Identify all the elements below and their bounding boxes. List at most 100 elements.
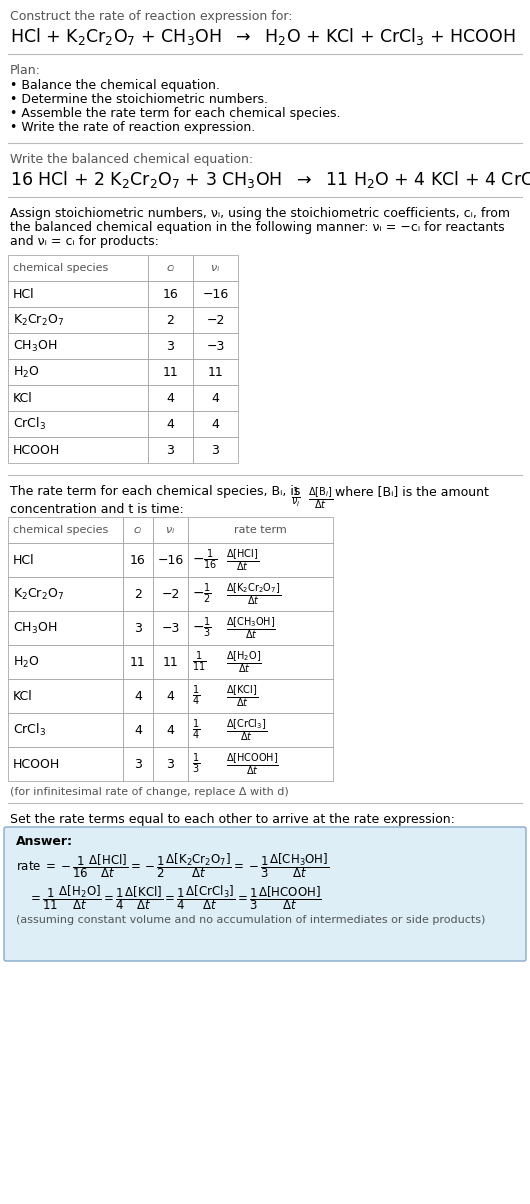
Text: 4: 4 [211, 391, 219, 405]
Text: 16: 16 [163, 288, 179, 301]
Bar [8, 437, 148, 464]
Bar [123, 679, 153, 713]
Bar [188, 713, 333, 746]
Text: $\frac{1}{3}$: $\frac{1}{3}$ [192, 751, 200, 777]
Text: $-\frac{1}{2}$: $-\frac{1}{2}$ [192, 582, 212, 606]
Text: HCOOH: HCOOH [13, 443, 60, 456]
Text: $\frac{\Delta[\mathrm{HCOOH}]}{\Delta t}$: $\frac{\Delta[\mathrm{HCOOH}]}{\Delta t}… [226, 751, 279, 777]
Bar [8, 610, 123, 645]
Bar [193, 334, 238, 359]
Text: $-\frac{1}{16}$: $-\frac{1}{16}$ [192, 548, 218, 572]
Bar [193, 411, 238, 437]
Text: −3: −3 [206, 340, 225, 353]
Text: 11: 11 [163, 366, 179, 378]
Text: 4: 4 [134, 724, 142, 737]
Text: 16: 16 [130, 554, 146, 567]
Text: 3: 3 [166, 757, 174, 771]
Text: HCl: HCl [13, 288, 34, 301]
Bar [153, 610, 188, 645]
Text: KCl: KCl [13, 690, 33, 702]
Text: $\frac{\Delta[\mathrm{K_2Cr_2O_7}]}{\Delta t}$: $\frac{\Delta[\mathrm{K_2Cr_2O_7}]}{\Del… [226, 582, 281, 607]
Text: K$_2$Cr$_2$O$_7$: K$_2$Cr$_2$O$_7$ [13, 313, 64, 327]
Text: −16: −16 [202, 288, 228, 301]
Text: $\frac{1}{\nu_i}$: $\frac{1}{\nu_i}$ [291, 485, 301, 509]
Bar [8, 746, 123, 781]
Text: Set the rate terms equal to each other to arrive at the rate expression:: Set the rate terms equal to each other t… [10, 813, 455, 826]
Bar [188, 679, 333, 713]
Text: where [Bᵢ] is the amount: where [Bᵢ] is the amount [335, 485, 489, 498]
Bar [193, 281, 238, 307]
Text: 3: 3 [134, 621, 142, 635]
Text: chemical species: chemical species [13, 525, 108, 535]
Text: 3: 3 [166, 443, 174, 456]
Text: 4: 4 [211, 418, 219, 431]
Bar [188, 645, 333, 679]
Text: $\frac{\Delta[\mathrm{B}_i]}{\Delta t}$: $\frac{\Delta[\mathrm{B}_i]}{\Delta t}$ [308, 485, 333, 510]
Text: Construct the rate of reaction expression for:: Construct the rate of reaction expressio… [10, 10, 293, 23]
Text: $\frac{\Delta[\mathrm{CrCl_3}]}{\Delta t}$: $\frac{\Delta[\mathrm{CrCl_3}]}{\Delta t… [226, 718, 267, 743]
Text: 3: 3 [134, 757, 142, 771]
Bar [188, 577, 333, 610]
Bar [153, 679, 188, 713]
Text: HCOOH: HCOOH [13, 757, 60, 771]
Bar [193, 437, 238, 464]
Bar [188, 543, 333, 577]
Bar [8, 577, 123, 610]
Bar [148, 334, 193, 359]
Text: cᵢ: cᵢ [134, 525, 142, 535]
Bar [148, 385, 193, 411]
Text: νᵢ: νᵢ [211, 262, 219, 273]
Text: $\frac{1}{4}$: $\frac{1}{4}$ [192, 718, 200, 742]
Bar [8, 517, 123, 543]
Text: $\frac{\Delta[\mathrm{H_2O}]}{\Delta t}$: $\frac{\Delta[\mathrm{H_2O}]}{\Delta t}$ [226, 649, 262, 675]
Bar [148, 307, 193, 334]
Text: $\frac{1}{11}$: $\frac{1}{11}$ [192, 650, 206, 674]
Bar [148, 281, 193, 307]
Text: The rate term for each chemical species, Bᵢ, is: The rate term for each chemical species,… [10, 485, 301, 498]
Text: 4: 4 [166, 690, 174, 702]
Bar [8, 411, 148, 437]
FancyBboxPatch shape [4, 827, 526, 961]
Text: Assign stoichiometric numbers, νᵢ, using the stoichiometric coefficients, cᵢ, fr: Assign stoichiometric numbers, νᵢ, using… [10, 207, 510, 220]
Bar [188, 746, 333, 781]
Text: Plan:: Plan: [10, 64, 41, 77]
Bar [153, 746, 188, 781]
Text: (for infinitesimal rate of change, replace Δ with d): (for infinitesimal rate of change, repla… [10, 787, 289, 797]
Bar [193, 255, 238, 281]
Text: 11: 11 [130, 655, 146, 668]
Text: Write the balanced chemical equation:: Write the balanced chemical equation: [10, 153, 253, 166]
Text: • Determine the stoichiometric numbers.: • Determine the stoichiometric numbers. [10, 93, 268, 106]
Text: 4: 4 [166, 418, 174, 431]
Text: and νᵢ = cᵢ for products:: and νᵢ = cᵢ for products: [10, 235, 159, 248]
Bar [123, 610, 153, 645]
Text: CH$_3$OH: CH$_3$OH [13, 338, 57, 354]
Bar [148, 411, 193, 437]
Text: $\frac{\Delta[\mathrm{CH_3OH}]}{\Delta t}$: $\frac{\Delta[\mathrm{CH_3OH}]}{\Delta t… [226, 615, 276, 641]
Bar [193, 307, 238, 334]
Text: concentration and t is time:: concentration and t is time: [10, 503, 184, 517]
Bar [148, 255, 193, 281]
Text: $\frac{1}{4}$: $\frac{1}{4}$ [192, 684, 200, 708]
Bar [148, 437, 193, 464]
Bar [153, 713, 188, 746]
Bar [193, 385, 238, 411]
Bar [8, 307, 148, 334]
Text: • Write the rate of reaction expression.: • Write the rate of reaction expression. [10, 120, 255, 134]
Text: CrCl$_3$: CrCl$_3$ [13, 415, 46, 432]
Text: • Assemble the rate term for each chemical species.: • Assemble the rate term for each chemic… [10, 107, 340, 120]
Text: rate $= -\dfrac{1}{16}\dfrac{\Delta[\mathrm{HCl}]}{\Delta t} = -\dfrac{1}{2}\dfr: rate $= -\dfrac{1}{16}\dfrac{\Delta[\mat… [16, 851, 329, 880]
Text: rate term: rate term [234, 525, 287, 535]
Bar [8, 679, 123, 713]
Text: KCl: KCl [13, 391, 33, 405]
Text: K$_2$Cr$_2$O$_7$: K$_2$Cr$_2$O$_7$ [13, 586, 64, 602]
Text: 16 HCl + 2 K$_2$Cr$_2$O$_7$ + 3 CH$_3$OH  $\rightarrow$  11 H$_2$O + 4 KCl + 4 C: 16 HCl + 2 K$_2$Cr$_2$O$_7$ + 3 CH$_3$OH… [10, 169, 530, 190]
Text: • Balance the chemical equation.: • Balance the chemical equation. [10, 79, 220, 92]
Bar [193, 359, 238, 385]
Text: $\frac{\Delta[\mathrm{KCl}]}{\Delta t}$: $\frac{\Delta[\mathrm{KCl}]}{\Delta t}$ [226, 683, 258, 709]
Text: H$_2$O: H$_2$O [13, 365, 40, 379]
Text: the balanced chemical equation in the following manner: νᵢ = −cᵢ for reactants: the balanced chemical equation in the fo… [10, 222, 505, 234]
Text: H$_2$O: H$_2$O [13, 655, 40, 669]
Text: 2: 2 [166, 313, 174, 326]
Text: −2: −2 [206, 313, 225, 326]
Bar [188, 517, 333, 543]
